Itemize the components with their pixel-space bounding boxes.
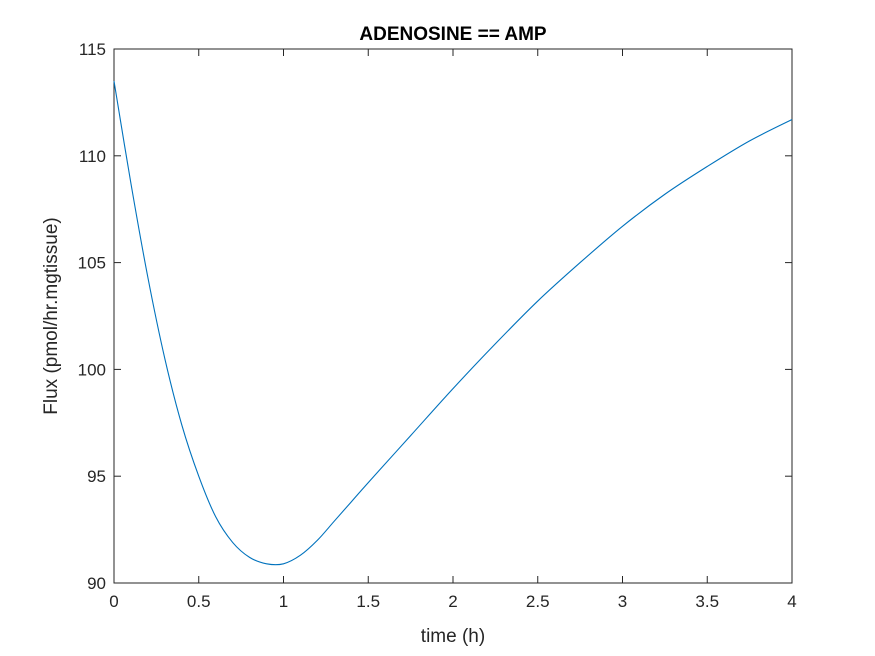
y-tick-label: 90	[87, 574, 106, 593]
series-line	[113, 80, 793, 566]
chart-title: ADENOSINE == AMP	[359, 24, 547, 45]
x-tick-label: 1.5	[356, 592, 380, 611]
x-axis-title: time (h)	[421, 626, 485, 647]
x-tick-label: 4	[787, 592, 796, 611]
x-tick-label: 2	[448, 592, 457, 611]
x-axis-ticks: 0 0.5 1 1.5 2 2.5 3 3.5 4	[109, 49, 797, 611]
x-tick-label: 3	[618, 592, 627, 611]
y-tick-label: 110	[79, 147, 106, 166]
series-layer	[113, 80, 793, 566]
x-tick-label: 1	[279, 592, 288, 611]
x-tick-label: 2.5	[526, 592, 550, 611]
y-axis-ticks: 90 95 100 105 110 115	[78, 40, 792, 593]
y-tick-label: 115	[79, 40, 106, 59]
y-axis-title: Flux (pmol/hr.mgtissue)	[41, 217, 62, 414]
x-tick-label: 3.5	[695, 592, 719, 611]
x-tick-label: 0.5	[187, 592, 211, 611]
plot-area	[113, 48, 793, 584]
y-tick-label: 95	[87, 467, 106, 486]
y-tick-label: 100	[78, 360, 106, 379]
y-tick-label: 105	[78, 254, 106, 273]
x-tick-label: 0	[109, 592, 118, 611]
